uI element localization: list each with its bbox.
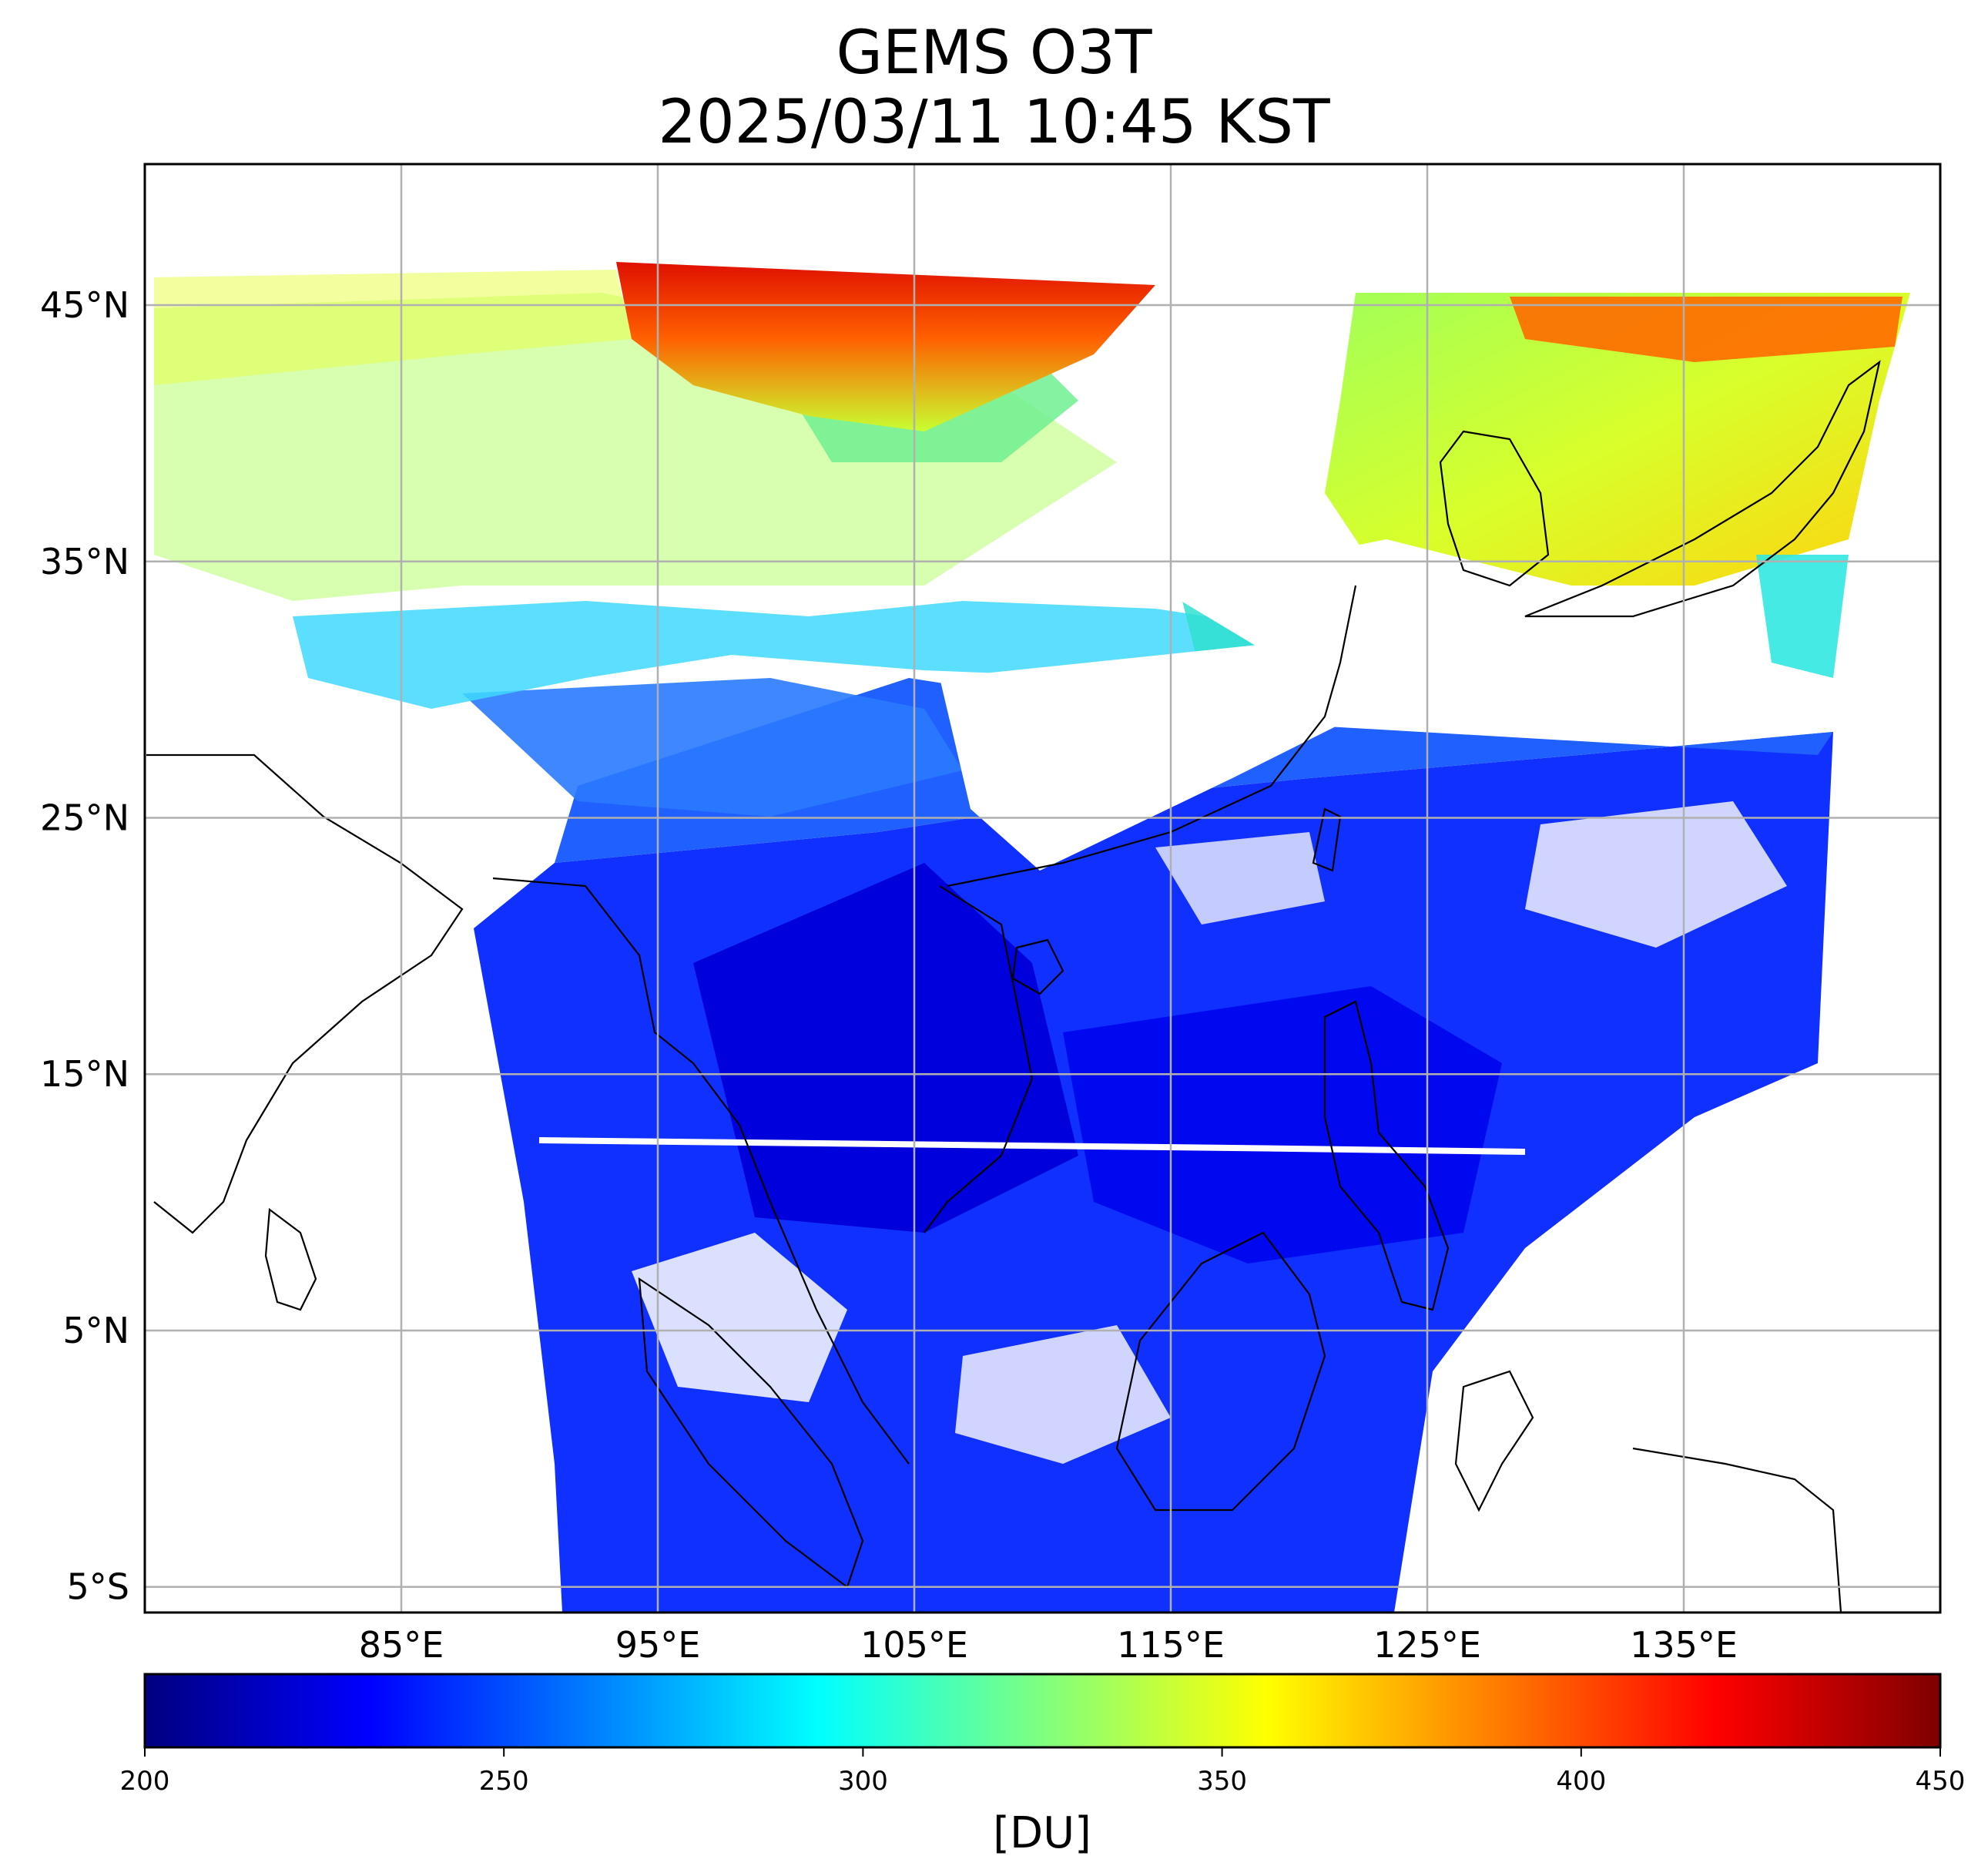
lon-tick-label: 105°E bbox=[860, 1624, 968, 1666]
cloud-gap-4 bbox=[632, 1233, 847, 1402]
lat-tick-label: 15°N bbox=[40, 1053, 129, 1095]
coastline-borneo bbox=[1115, 1231, 1326, 1512]
colorbar-tick-label: 450 bbox=[1916, 1766, 1966, 1797]
lat-tick-label: 5°S bbox=[67, 1566, 129, 1608]
cloud-gap-3 bbox=[1525, 801, 1787, 948]
coastline-japan bbox=[1524, 360, 1881, 618]
cloud-gap-5 bbox=[955, 1325, 1171, 1464]
lon-tick-label: 135°E bbox=[1630, 1624, 1738, 1666]
coastlines bbox=[146, 360, 1881, 1613]
cloud-gap-1 bbox=[940, 639, 1463, 871]
swath-east-south bbox=[1756, 555, 1849, 678]
map-title: GEMS O3T bbox=[836, 18, 1152, 88]
coastline-vietnam bbox=[924, 885, 1034, 1233]
coastline-china-south bbox=[947, 585, 1357, 888]
coastline-india bbox=[146, 753, 464, 1234]
ozone-data-layer bbox=[154, 262, 1910, 1613]
map-frame bbox=[143, 163, 1942, 1614]
map-subtitle-timestamp: 2025/03/11 10:45 KST bbox=[658, 88, 1330, 157]
colorbar-tick-label: 200 bbox=[120, 1766, 170, 1797]
coastline-srilanka bbox=[264, 1207, 317, 1311]
lon-tick-label: 95°E bbox=[615, 1624, 701, 1666]
coastline-hainan bbox=[1011, 938, 1064, 995]
gridlines bbox=[145, 164, 1940, 1613]
lon-tick-label: 115°E bbox=[1117, 1624, 1225, 1666]
coastline-philippines bbox=[1323, 1000, 1450, 1311]
swath-blue-2 bbox=[1063, 986, 1502, 1264]
colorbar bbox=[143, 1673, 1942, 1749]
latitude-labels: 45°N 35°N 25°N 15°N 5°N 5°S bbox=[40, 284, 129, 1608]
swath-east bbox=[1325, 293, 1910, 586]
longitude-labels: 85°E 95°E 105°E 115°E 125°E 135°E bbox=[359, 1624, 1738, 1666]
colorbar-tick-label: 250 bbox=[479, 1766, 529, 1797]
coastline-taiwan bbox=[1312, 807, 1342, 872]
coastline-sumatra bbox=[638, 1277, 864, 1589]
swath-light-blue bbox=[462, 678, 963, 817]
lat-tick-label: 35°N bbox=[40, 541, 129, 582]
colorbar-unit-label: [DU] bbox=[993, 1808, 1091, 1858]
swath-north-west bbox=[154, 270, 632, 385]
cloud-gap-6 bbox=[1155, 832, 1325, 925]
lon-tick-label: 125°E bbox=[1373, 1624, 1481, 1666]
coastline-indochina bbox=[492, 877, 910, 1465]
colorbar-tick-label: 300 bbox=[838, 1766, 888, 1797]
coastline-sulawesi bbox=[1454, 1370, 1534, 1512]
lon-tick-label: 85°E bbox=[359, 1624, 444, 1666]
lat-tick-label: 5°N bbox=[62, 1310, 129, 1351]
coastline-korea bbox=[1439, 430, 1550, 587]
coastline-newguinea bbox=[1632, 1447, 1842, 1613]
colorbar-ticks: 200 250 300 350 400 450 bbox=[120, 1747, 1966, 1797]
colorbar-tick-label: 350 bbox=[1197, 1766, 1247, 1797]
cloud-gap-2 bbox=[1155, 539, 1695, 678]
colorbar-tick-label: 400 bbox=[1556, 1766, 1606, 1797]
swath-east-north bbox=[1510, 297, 1903, 362]
swath-cyan bbox=[293, 601, 1325, 709]
lat-tick-label: 25°N bbox=[40, 797, 129, 838]
lat-tick-label: 45°N bbox=[40, 284, 129, 326]
